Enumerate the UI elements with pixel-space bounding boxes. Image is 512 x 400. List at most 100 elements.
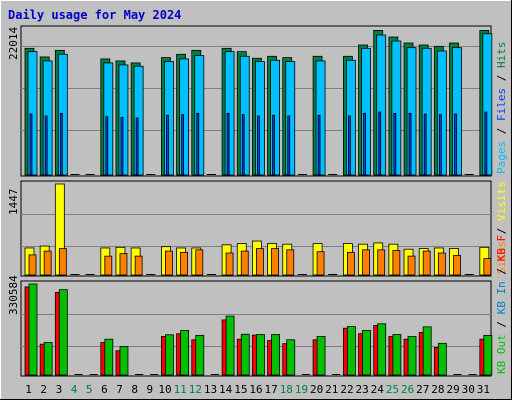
files-bar [44, 115, 48, 176]
day-28-bars [433, 342, 447, 376]
day-tick-label: 2 [40, 383, 47, 396]
panel-2: 1447 Sites / Visits [7, 180, 508, 277]
day-6-bars [100, 338, 114, 376]
files-bar [438, 114, 442, 176]
kb-out-bar [286, 339, 296, 376]
sites-bar [240, 250, 249, 276]
sites-bar [180, 251, 189, 276]
files-bar [257, 115, 260, 176]
day-15-bars [236, 51, 250, 176]
files-bar [484, 111, 488, 176]
kb-out-bar [392, 334, 402, 376]
day-18-bars [282, 243, 295, 276]
pages-bar [255, 61, 265, 176]
day-1-bars [24, 283, 38, 376]
day-tick-label: 7 [116, 383, 123, 396]
day-17-bars [267, 243, 279, 276]
day-20-bars [312, 336, 326, 376]
panel-1-legend: Pages / Files / Hits [495, 42, 508, 175]
day-7-bars [115, 346, 129, 376]
day-29-bars [449, 42, 462, 176]
day-17-bars [267, 55, 280, 176]
day-14-bars [221, 47, 235, 176]
pages-bar [57, 53, 68, 176]
kb-out-bar [422, 326, 432, 376]
day-tick-label: 20 [310, 383, 323, 396]
files-bar [363, 112, 366, 176]
day-16-bars [252, 334, 265, 376]
day-27-bars [418, 326, 432, 376]
kb-out-bar [256, 334, 265, 376]
sites-bar [43, 250, 52, 276]
day-tick-label: 13 [204, 383, 217, 396]
day-tick-label: 11 [174, 383, 187, 396]
pages-bar [376, 34, 387, 176]
day-tick-label: 16 [249, 383, 262, 396]
pages-bar [436, 50, 447, 176]
kb-out-bar [165, 334, 174, 376]
day-3-bars [54, 289, 68, 376]
legend-hits: Hits [495, 42, 508, 69]
files-bar [29, 113, 33, 176]
legend-kb-in: KB In [495, 281, 508, 314]
files-bar [317, 114, 321, 176]
legend-kb-f: KB F [495, 235, 508, 262]
sites-bar [286, 249, 295, 276]
files-bar [454, 113, 457, 176]
day-tick-label: 27 [416, 383, 429, 396]
day-10-bars [161, 334, 174, 376]
kb-out-bar [271, 334, 280, 376]
day-28-bars [433, 247, 446, 276]
sites-bar [362, 249, 370, 276]
pages-bar [164, 61, 174, 176]
day-tick-label: 24 [371, 383, 385, 396]
panel-1-max-label: 22014 [7, 27, 20, 60]
files-bar [393, 112, 397, 176]
kb-out-bar [240, 333, 250, 376]
sites-bar [271, 248, 279, 276]
pages-bar [482, 33, 493, 176]
chart-title: Daily usage for May 2024 [8, 8, 181, 22]
day-tick-label: 31 [477, 383, 490, 396]
sites-bar [346, 251, 355, 276]
files-bar [196, 112, 200, 176]
files-bar [181, 114, 185, 176]
day-tick-label: 19 [295, 383, 308, 396]
day-11-bars [176, 330, 190, 376]
day-16-bars [252, 240, 264, 276]
day-12-bars [191, 247, 204, 276]
pages-bar [179, 58, 190, 176]
sites-bar [483, 258, 492, 276]
day-8-bars [130, 62, 144, 176]
day-27-bars [418, 248, 431, 276]
pages-bar [452, 47, 462, 176]
day-24-bars [373, 30, 387, 176]
day-tick-label: 5 [86, 383, 93, 396]
day-15-bars [236, 333, 250, 376]
panel-3-legend: KB Out / KB In / KB F [495, 235, 508, 374]
day-tick-label: 9 [147, 383, 154, 396]
day-29-bars [449, 248, 461, 276]
panel-2-max-label: 1447 [7, 189, 20, 216]
day-22-bars [342, 243, 355, 276]
day-6-bars [100, 247, 113, 276]
day-25-bars [388, 334, 402, 376]
sites-bar [225, 252, 234, 276]
day-23-bars [358, 243, 370, 276]
day-23-bars [358, 330, 371, 376]
sites-bar [165, 250, 173, 276]
day-12-bars [191, 334, 205, 376]
files-bar [287, 115, 291, 176]
day-tick-label: 22 [340, 383, 353, 396]
day-27-bars [418, 44, 432, 176]
legend-pages: Pages [495, 141, 508, 174]
day-10-bars [161, 57, 174, 176]
kb-out-bar [483, 334, 493, 376]
day-11-bars [176, 247, 189, 276]
kb-out-bar [28, 283, 38, 376]
day-20-bars [312, 55, 326, 176]
files-bar [347, 115, 351, 176]
day-23-bars [358, 44, 371, 176]
kb-out-bar [43, 342, 53, 376]
legend-kb-out: KB Out [495, 334, 508, 374]
